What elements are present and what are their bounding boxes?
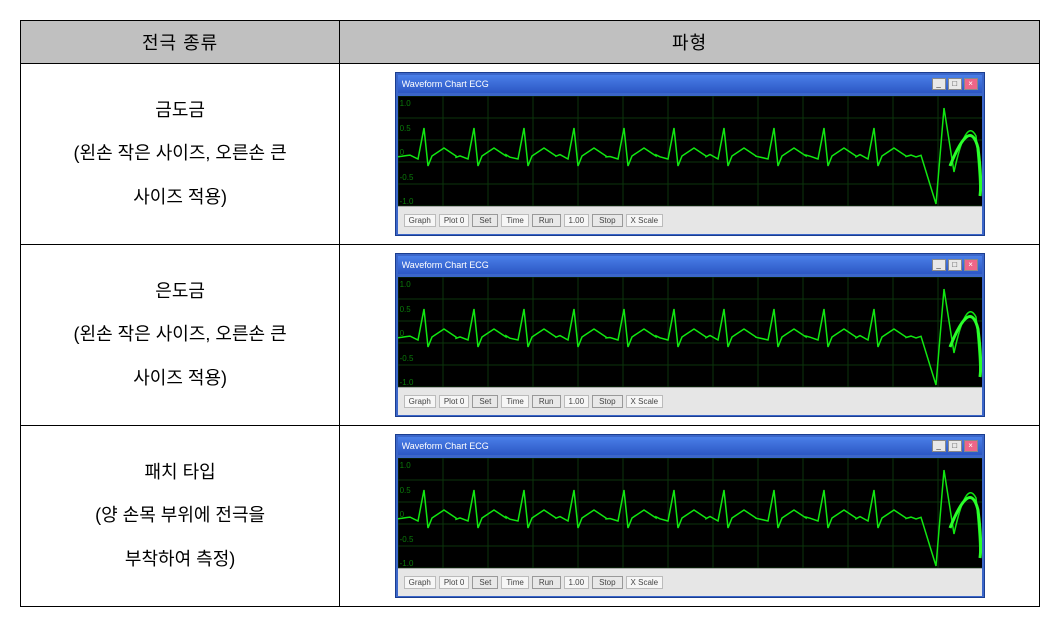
control-button[interactable]: Stop [592,214,622,227]
window-title: Waveform Chart ECG [402,260,489,270]
maximize-icon[interactable]: □ [948,440,962,452]
control-button[interactable]: Run [532,576,561,589]
electrode-title: 금도금 [29,89,331,132]
maximize-icon[interactable]: □ [948,259,962,271]
control-box[interactable]: X Scale [626,214,664,227]
control-box[interactable]: Plot 0 [439,214,469,227]
waveform-cell: Waveform Chart ECG _ □ × 1.00.50-0.5-1.0… [340,64,1040,245]
table-row: 금도금 (왼손 작은 사이즈, 오른손 큰 사이즈 적용) Waveform C… [21,64,1040,245]
window-title: Waveform Chart ECG [402,441,489,451]
control-button[interactable]: Set [472,395,498,408]
window-titlebar: Waveform Chart ECG _ □ × [398,256,982,274]
table-header-row: 전극 종류 파형 [21,21,1040,64]
control-box[interactable]: Graph [404,395,436,408]
close-icon[interactable]: × [964,78,978,90]
electrode-sub-1: (양 손목 부위에 전극을 [29,494,331,537]
electrode-table: 전극 종류 파형 금도금 (왼손 작은 사이즈, 오른손 큰 사이즈 적용) W… [20,20,1040,607]
control-box[interactable]: Plot 0 [439,576,469,589]
window-buttons: _ □ × [932,259,978,271]
electrode-label-cell: 금도금 (왼손 작은 사이즈, 오른손 큰 사이즈 적용) [21,64,340,245]
waveform-plot: 1.00.50-0.5-1.0 [398,277,982,387]
control-box[interactable]: 1.00 [564,214,590,227]
waveform-plot: 1.00.50-0.5-1.0 [398,96,982,206]
control-box[interactable]: 1.00 [564,576,590,589]
maximize-icon[interactable]: □ [948,78,962,90]
waveform-window: Waveform Chart ECG _ □ × 1.00.50-0.5-1.0… [395,72,985,236]
minimize-icon[interactable]: _ [932,259,946,271]
window-title: Waveform Chart ECG [402,79,489,89]
control-box[interactable]: X Scale [626,395,664,408]
control-button[interactable]: Stop [592,395,622,408]
window-titlebar: Waveform Chart ECG _ □ × [398,437,982,455]
control-button[interactable]: Stop [592,576,622,589]
control-box[interactable]: Time [501,214,528,227]
window-buttons: _ □ × [932,78,978,90]
waveform-cell: Waveform Chart ECG _ □ × 1.00.50-0.5-1.0… [340,426,1040,607]
waveform-controls: Graph Plot 0 Set Time Run 1.00 Stop X Sc… [398,206,982,234]
control-button[interactable]: Set [472,576,498,589]
electrode-title: 패치 타입 [29,451,331,494]
electrode-sub-1: (왼손 작은 사이즈, 오른손 큰 [29,132,331,175]
control-button[interactable]: Run [532,395,561,408]
close-icon[interactable]: × [964,259,978,271]
minimize-icon[interactable]: _ [932,78,946,90]
electrode-sub-1: (왼손 작은 사이즈, 오른손 큰 [29,313,331,356]
window-buttons: _ □ × [932,440,978,452]
control-box[interactable]: Graph [404,576,436,589]
waveform-controls: Graph Plot 0 Set Time Run 1.00 Stop X Sc… [398,568,982,596]
control-box[interactable]: Time [501,395,528,408]
control-button[interactable]: Set [472,214,498,227]
waveform-cell: Waveform Chart ECG _ □ × 1.00.50-0.5-1.0… [340,245,1040,426]
waveform-window: Waveform Chart ECG _ □ × 1.00.50-0.5-1.0… [395,434,985,598]
window-titlebar: Waveform Chart ECG _ □ × [398,75,982,93]
electrode-sub-2: 사이즈 적용) [29,176,331,219]
table-row: 패치 타입 (양 손목 부위에 전극을 부착하여 측정) Waveform Ch… [21,426,1040,607]
header-waveform: 파형 [340,21,1040,64]
control-box[interactable]: 1.00 [564,395,590,408]
electrode-label-cell: 패치 타입 (양 손목 부위에 전극을 부착하여 측정) [21,426,340,607]
control-button[interactable]: Run [532,214,561,227]
header-electrode-type: 전극 종류 [21,21,340,64]
electrode-sub-2: 사이즈 적용) [29,357,331,400]
waveform-window: Waveform Chart ECG _ □ × 1.00.50-0.5-1.0… [395,253,985,417]
close-icon[interactable]: × [964,440,978,452]
minimize-icon[interactable]: _ [932,440,946,452]
control-box[interactable]: Time [501,576,528,589]
waveform-plot: 1.00.50-0.5-1.0 [398,458,982,568]
control-box[interactable]: Graph [404,214,436,227]
electrode-sub-2: 부착하여 측정) [29,538,331,581]
control-box[interactable]: Plot 0 [439,395,469,408]
waveform-controls: Graph Plot 0 Set Time Run 1.00 Stop X Sc… [398,387,982,415]
table-row: 은도금 (왼손 작은 사이즈, 오른손 큰 사이즈 적용) Waveform C… [21,245,1040,426]
electrode-title: 은도금 [29,270,331,313]
control-box[interactable]: X Scale [626,576,664,589]
electrode-label-cell: 은도금 (왼손 작은 사이즈, 오른손 큰 사이즈 적용) [21,245,340,426]
